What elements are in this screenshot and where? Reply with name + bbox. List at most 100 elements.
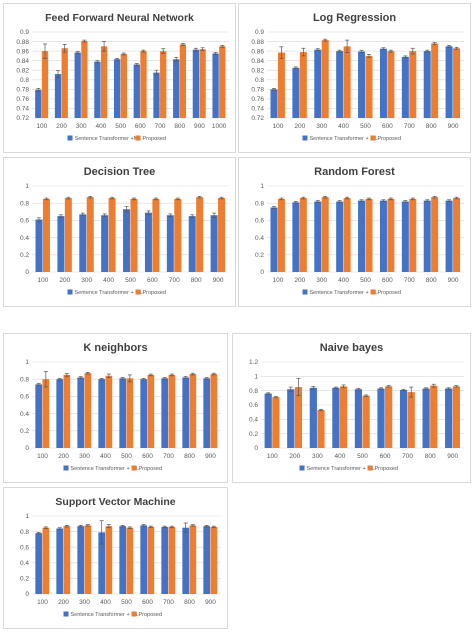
bar-proposed	[407, 392, 415, 448]
bar-baseline	[74, 52, 81, 118]
bar-proposed	[41, 51, 49, 118]
bar-baseline	[35, 219, 43, 272]
legend-label-proposed: Proposed	[143, 290, 167, 296]
y-tick-label: 1	[254, 374, 258, 381]
x-tick-label: 800	[426, 277, 437, 284]
bar-baseline	[173, 59, 180, 118]
x-tick-label: 1000	[212, 123, 227, 130]
y-tick-label: 0	[260, 269, 264, 276]
bar-baseline	[379, 200, 387, 272]
bar-baseline	[133, 64, 140, 118]
bar-baseline	[56, 528, 64, 594]
x-tick-label: 300	[76, 123, 87, 130]
bar-baseline	[35, 533, 43, 594]
bar-baseline	[354, 389, 363, 448]
x-tick-label: 800	[191, 277, 202, 284]
chart-panel-log-regression: Log Regression 0.72 0.74 0.76 0.78 0.8 0.82 0.8…	[238, 3, 471, 153]
x-tick-label: 400	[338, 277, 349, 284]
y-tick-label: 0.76	[251, 96, 264, 103]
bar-proposed	[219, 46, 226, 119]
bar-proposed	[431, 43, 439, 118]
x-tick-label: 500	[121, 453, 132, 460]
bar-baseline	[119, 526, 127, 594]
bar-proposed	[385, 386, 393, 448]
x-tick-label: 100	[38, 277, 49, 284]
legend-swatch-baseline	[67, 135, 73, 141]
bar-baseline	[140, 525, 148, 594]
x-tick-label: 300	[316, 277, 327, 284]
bar-baseline	[123, 209, 131, 272]
chart-title: Log Regression	[313, 12, 396, 24]
bar-baseline	[445, 46, 453, 119]
y-tick-label: 0.82	[251, 67, 264, 74]
chart-panel-k-neighbors: K neighbors 0 0.2 0.4 0.6 0.8 1 100 200 300 400 500…	[3, 333, 228, 483]
x-tick-label: 900	[194, 123, 205, 130]
y-tick-label: 0.2	[20, 252, 29, 259]
y-tick-label: 0.6	[20, 394, 29, 401]
bar-baseline	[35, 384, 43, 448]
y-tick-label: 0.8	[20, 376, 29, 383]
y-tick-label: 0.8	[249, 388, 258, 395]
chart-panel-random-forest: Random Forest 0 0.2 0.4 0.6 0.8 1 100 200 300 400 5…	[238, 157, 471, 307]
bar-baseline	[379, 48, 387, 118]
bar-baseline	[77, 526, 85, 594]
bar-proposed	[108, 198, 116, 272]
y-tick-label: 0.2	[249, 431, 258, 438]
bar-proposed	[409, 51, 417, 118]
x-tick-label: 700	[163, 599, 174, 606]
x-tick-label: 200	[294, 123, 305, 130]
x-tick-label: 600	[380, 453, 391, 460]
y-tick-label: 0.8	[20, 529, 29, 536]
y-tick-label: 0.78	[16, 87, 29, 94]
bar-proposed	[218, 198, 226, 272]
bar-baseline	[77, 377, 85, 448]
y-tick-label: 0.8	[255, 77, 264, 84]
x-tick-label: 700	[155, 123, 166, 130]
x-tick-label: 400	[100, 599, 111, 606]
x-tick-label: 400	[96, 123, 107, 130]
legend-label-proposed: Proposed	[143, 136, 167, 142]
y-tick-label: 0	[254, 445, 258, 452]
x-tick-label: 300	[79, 453, 90, 460]
bar-proposed	[63, 374, 71, 448]
legend-label-baseline: Sentence Transformer + ML	[75, 290, 143, 296]
chart-svg: Random Forest 0 0.2 0.4 0.6 0.8 1 100 200 300 400 5…	[255, 166, 464, 296]
bar-baseline	[292, 67, 300, 118]
bar-baseline	[140, 379, 148, 448]
y-tick-label: 0.6	[255, 218, 264, 225]
bar-proposed	[105, 526, 113, 594]
bar-baseline	[98, 379, 106, 448]
chart-svg: Log Regression 0.72 0.74 0.76 0.78 0.8 0.82 0.8…	[251, 12, 464, 142]
y-tick-label: 0.6	[20, 218, 29, 225]
x-tick-label: 900	[213, 277, 224, 284]
bar-proposed	[343, 46, 351, 119]
y-tick-label: 1	[25, 513, 29, 520]
chart-svg: K neighbors 0 0.2 0.4 0.6 0.8 1 100 200 300 400 500…	[20, 342, 221, 472]
bar-baseline	[358, 200, 366, 272]
bar-baseline	[35, 89, 42, 118]
x-tick-label: 100	[267, 453, 278, 460]
bar-baseline	[377, 388, 385, 448]
legend-label-proposed: Proposed	[375, 466, 399, 472]
y-tick-label: 0.82	[16, 67, 29, 74]
legend-label-proposed: Proposed	[378, 290, 402, 296]
x-tick-label: 200	[59, 277, 70, 284]
x-tick-label: 500	[125, 277, 136, 284]
bar-baseline	[332, 387, 340, 448]
bar-baseline	[153, 72, 160, 118]
bar-proposed	[120, 53, 127, 118]
bar-proposed	[42, 379, 50, 448]
bar-proposed	[294, 387, 303, 448]
bar-baseline	[422, 388, 430, 448]
x-tick-label: 500	[360, 277, 371, 284]
y-tick-label: 0.76	[16, 96, 29, 103]
y-tick-label: 0.6	[20, 544, 29, 551]
x-tick-label: 900	[448, 277, 459, 284]
y-tick-label: 0.2	[255, 252, 264, 259]
chart-title: Decision Tree	[84, 166, 156, 178]
bar-proposed	[339, 386, 348, 448]
y-tick-label: 0.88	[251, 39, 264, 46]
y-tick-label: 0.6	[249, 402, 258, 409]
x-tick-label: 300	[81, 277, 92, 284]
bar-baseline	[423, 51, 431, 118]
